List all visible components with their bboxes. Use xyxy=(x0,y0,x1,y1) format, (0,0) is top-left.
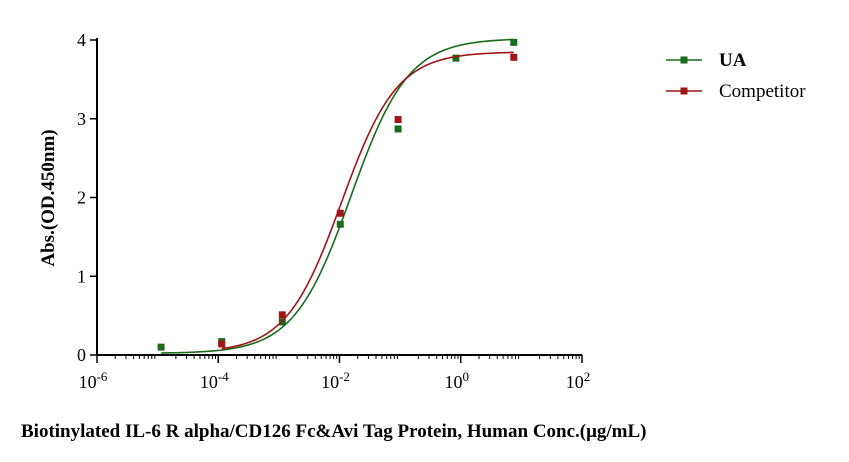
data-point-competitor xyxy=(336,209,344,217)
data-point-ua xyxy=(157,343,165,351)
data-point-competitor xyxy=(394,116,402,124)
x-tick-label: 10-4 xyxy=(200,369,229,392)
y-tick-label: 3 xyxy=(77,109,86,129)
data-point-ua xyxy=(452,54,460,62)
y-tick-label: 1 xyxy=(77,266,86,286)
y-tick-label: 4 xyxy=(77,30,86,50)
data-point-competitor xyxy=(218,340,226,348)
legend: UA Competitor xyxy=(666,50,806,102)
legend-marker-competitor xyxy=(680,87,688,95)
plot-area xyxy=(157,38,518,354)
fit-curve-competitor xyxy=(221,51,514,350)
x-tick-label: 102 xyxy=(566,369,591,392)
x-tick-label: 10-2 xyxy=(321,369,350,392)
y-axis-title: Abs.(OD.450nm) xyxy=(38,129,59,266)
data-point-competitor xyxy=(510,53,518,61)
data-point-competitor xyxy=(278,311,286,319)
legend-marker-ua xyxy=(680,56,688,64)
x-tick-label: 10-6 xyxy=(79,369,108,392)
y-tick-label: 0 xyxy=(77,345,86,365)
legend-label-competitor: Competitor xyxy=(719,81,806,102)
data-point-ua xyxy=(336,220,344,228)
data-point-ua xyxy=(394,125,402,133)
y-tick-label: 2 xyxy=(77,188,86,208)
axes: 0 1 2 3 4 10-6 10-4 10-2 100 102 xyxy=(77,30,590,392)
legend-label-ua: UA xyxy=(719,50,747,71)
x-tick-label: 100 xyxy=(445,369,470,392)
x-axis-title: Biotinylated IL-6 R alpha/CD126 Fc&Avi T… xyxy=(21,421,647,442)
data-point-ua xyxy=(510,38,518,46)
fit-curve-ua xyxy=(161,38,514,354)
